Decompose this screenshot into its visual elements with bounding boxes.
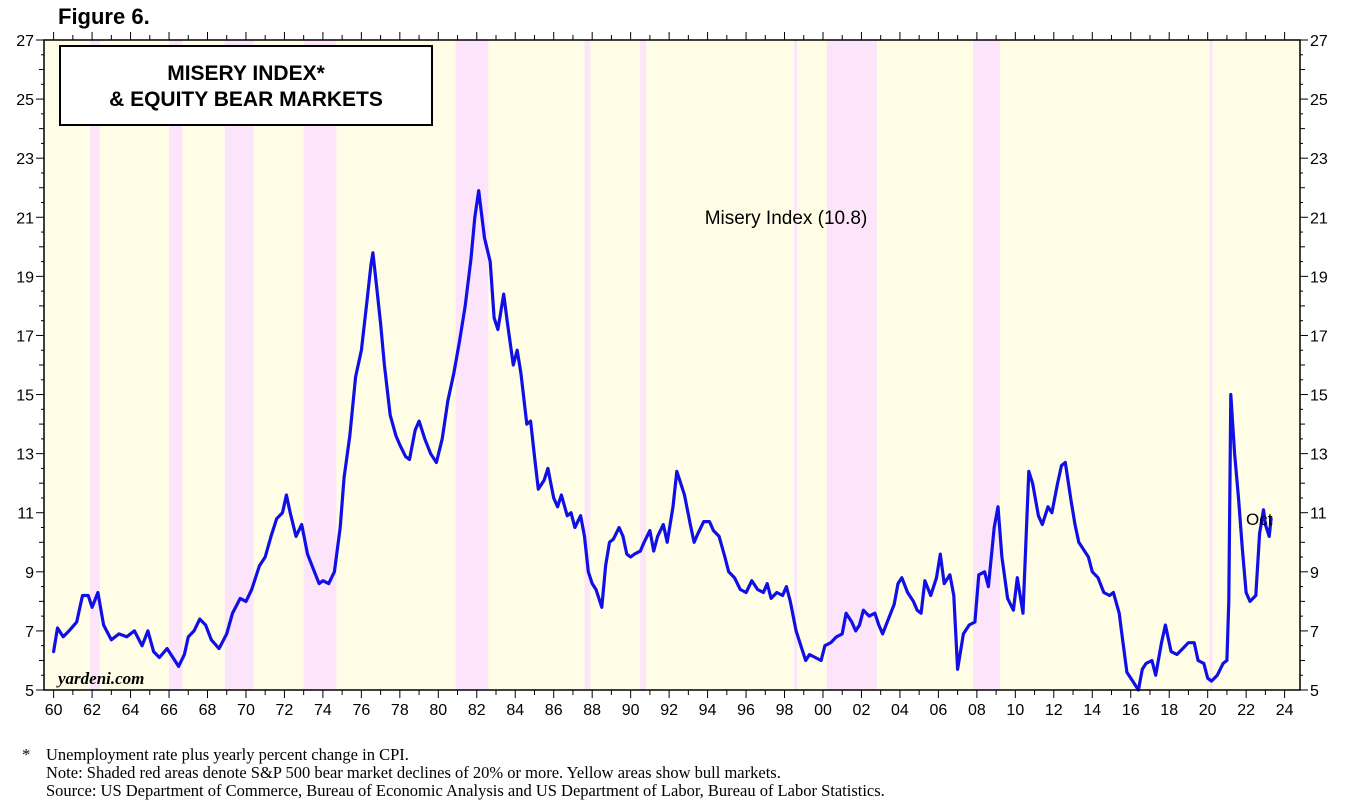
x-tick-label: 20 [1199,702,1217,719]
x-tick-label: 60 [45,702,63,719]
y-tick-label-left: 23 [16,151,34,168]
y-tick-label-left: 5 [25,683,34,700]
x-tick-label: 78 [391,702,409,719]
y-axis-right: 5 7 9 11 13 15 17 19 21 23 25 27 [1300,33,1328,700]
y-tick-label-left: 17 [16,328,34,345]
x-tick-label: 70 [237,702,255,719]
x-tick-label: 16 [1122,702,1140,719]
x-tick-label: 22 [1237,702,1255,719]
x-tick-label: 66 [160,702,178,719]
x-axis: 60 62 64 66 68 70 72 74 76 78 80 82 84 86 88 90 92 94 96 98… [45,32,1294,719]
y-tick-label-left: 21 [16,210,34,227]
x-tick-label: 00 [814,702,832,719]
y-tick-label-left: 25 [16,92,34,109]
y-tick-label-right: 19 [1310,269,1328,286]
x-tick-label: 98 [776,702,794,719]
bear-market-band [584,40,591,690]
y-tick-label-right: 27 [1310,33,1328,50]
bear-market-band [1209,40,1213,690]
x-tick-label: 14 [1083,702,1101,719]
x-tick-label: 76 [352,702,370,719]
end-label: Oct [1246,510,1273,529]
x-tick-label: 06 [929,702,947,719]
chart-title-line1: MISERY INDEX* [167,62,325,85]
y-tick-label-right: 21 [1310,210,1328,227]
x-tick-label: 12 [1045,702,1063,719]
x-tick-label: 18 [1160,702,1178,719]
y-axis-left: 5 7 9 11 13 15 17 19 21 23 25 27 [16,33,44,700]
y-tick-label-right: 11 [1310,506,1327,523]
x-tick-label: 08 [968,702,986,719]
footnote-star: * Unemployment rate plus yearly percent c… [22,745,409,764]
x-tick-label: 82 [468,702,486,719]
y-tick-label-right: 25 [1310,92,1328,109]
footnote-note: Note: Shaded red areas denote S&P 500 be… [46,763,781,782]
bear-market-band [640,40,647,690]
watermark: yardeni.com [56,669,144,688]
y-tick-label-right: 13 [1310,447,1328,464]
x-tick-label: 96 [737,702,755,719]
y-tick-label-right: 15 [1310,388,1328,405]
bear-market-band [455,40,489,690]
plot-frame [43,39,1301,691]
x-tick-label: 88 [583,702,601,719]
chart-title-line2: & EQUITY BEAR MARKETS [109,88,383,111]
x-tick-label: 68 [199,702,217,719]
y-tick-label-left: 15 [16,388,34,405]
bear-market-band [90,40,100,690]
y-tick-label-left: 13 [16,447,34,464]
y-tick-label-left: 11 [17,506,34,523]
y-tick-label-left: 9 [25,565,34,582]
footnotes: * Unemployment rate plus yearly percent c… [22,746,885,800]
bear-market-band [169,40,183,690]
y-tick-label-right: 5 [1310,683,1319,700]
y-tick-label-right: 17 [1310,328,1328,345]
x-tick-label: 74 [314,702,332,719]
x-tick-label: 86 [545,702,563,719]
x-tick-label: 72 [276,702,294,719]
chart: 5 7 9 11 13 15 17 19 21 23 25 27 5 7 9 11 13 15 17 19 21 23 2… [16,32,1328,719]
bear-market-band [303,40,337,690]
footnote-star-text: Unemployment rate plus yearly percent ch… [46,745,409,764]
y-tick-label-left: 27 [16,33,34,50]
x-tick-label: 90 [622,702,640,719]
x-tick-label: 10 [1006,702,1024,719]
x-tick-label: 84 [506,702,524,719]
x-tick-label: 92 [660,702,678,719]
bear-market-band [794,40,798,690]
x-tick-label: 04 [891,702,909,719]
bear-market-band [826,40,877,690]
x-tick-label: 64 [122,702,140,719]
x-tick-label: 94 [699,702,717,719]
footnote-source: Source: US Department of Commerce, Burea… [46,781,885,800]
bear-market-band [224,40,254,690]
y-tick-label-right: 7 [1310,624,1319,641]
series-line-misery-index [52,189,1273,692]
y-tick-label-right: 9 [1310,565,1319,582]
y-tick-label-left: 7 [25,624,34,641]
y-tick-label-right: 23 [1310,151,1328,168]
x-tick-label: 80 [429,702,447,719]
figure-label: Figure 6. [58,4,150,29]
x-tick-label: 02 [853,702,871,719]
x-tick-label: 24 [1276,702,1294,719]
x-tick-label: 62 [83,702,101,719]
series-label: Misery Index (10.8) [705,208,868,229]
chart-title-box: MISERY INDEX* & EQUITY BEAR MARKETS [59,45,433,126]
y-tick-label-left: 19 [16,269,34,286]
